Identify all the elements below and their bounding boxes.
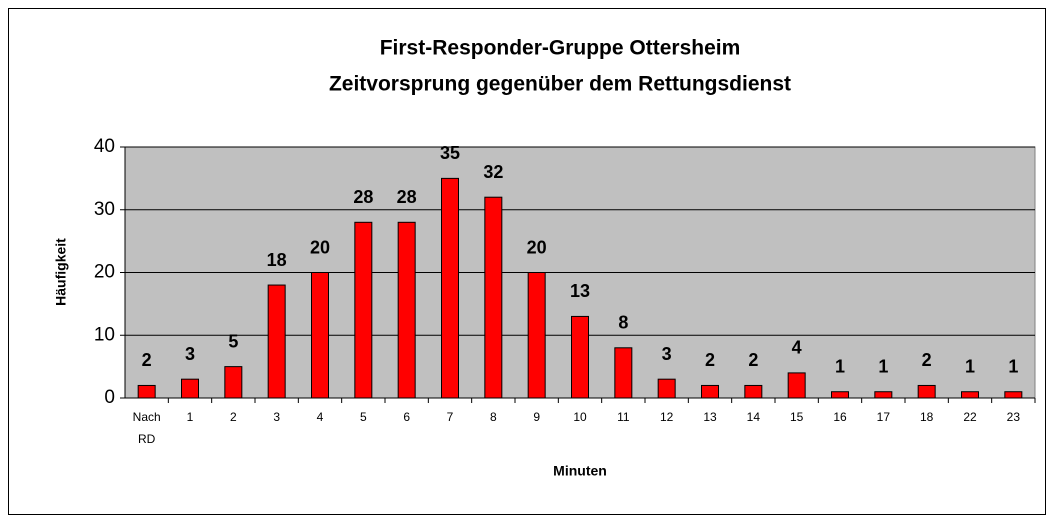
data-label: 28 <box>397 187 417 207</box>
data-label: 20 <box>310 237 330 257</box>
data-label: 28 <box>353 187 373 207</box>
bar <box>657 378 676 399</box>
bar <box>224 366 243 399</box>
x-tick-label: 1 <box>187 410 194 424</box>
x-tick-label: 2 <box>230 410 237 424</box>
bar <box>961 391 979 399</box>
data-label: 1 <box>835 356 845 376</box>
bar <box>397 221 416 399</box>
bar <box>137 384 156 399</box>
bar <box>484 196 503 399</box>
bar <box>311 272 329 399</box>
x-tick-label: 11 <box>617 410 630 424</box>
y-tick-label: 20 <box>94 262 115 283</box>
y-tick-label: 40 <box>94 136 115 157</box>
bar <box>787 372 806 399</box>
y-tick-label: 30 <box>94 199 115 220</box>
x-tick-label: 17 <box>877 410 891 424</box>
data-label: 2 <box>922 350 932 370</box>
x-tick-label: 12 <box>660 410 674 424</box>
data-label: 2 <box>705 350 715 370</box>
bar <box>181 378 199 399</box>
bar <box>571 315 589 399</box>
x-tick-label: 4 <box>317 410 324 424</box>
data-label: 1 <box>965 356 975 376</box>
data-label: 13 <box>570 281 590 301</box>
x-tick-label: 13 <box>703 410 717 424</box>
y-axis-label: Häufigkeit <box>53 238 69 306</box>
x-tick-label: 18 <box>920 410 934 424</box>
bar <box>527 272 546 399</box>
bar <box>441 177 459 399</box>
bar <box>614 347 633 399</box>
chart-title: First-Responder-Gruppe Ottersheim <box>380 37 741 60</box>
bar <box>831 391 849 399</box>
x-tick-label: 5 <box>360 410 367 424</box>
x-tick-label: 23 <box>1007 410 1021 424</box>
data-label: 2 <box>142 350 152 370</box>
x-tick-label: 16 <box>833 410 847 424</box>
bar <box>354 221 373 399</box>
data-label: 1 <box>878 356 888 376</box>
x-tick-label: 22 <box>963 410 977 424</box>
data-label: 3 <box>662 344 672 364</box>
x-tick-label: 9 <box>533 410 540 424</box>
x-tick-label: 10 <box>573 410 587 424</box>
data-label: 18 <box>267 250 287 270</box>
data-label: 5 <box>228 331 238 351</box>
bar <box>744 384 763 399</box>
data-label: 20 <box>527 237 547 257</box>
bar <box>917 384 936 399</box>
data-label: 32 <box>483 162 503 182</box>
bar <box>874 391 893 399</box>
x-tick-label: 8 <box>490 410 497 424</box>
data-label: 3 <box>185 344 195 364</box>
y-tick-label: 0 <box>104 387 115 408</box>
data-label: 35 <box>440 143 460 163</box>
x-tick-label: 15 <box>790 410 804 424</box>
data-label: 4 <box>792 338 802 358</box>
data-label: 1 <box>1008 356 1018 376</box>
x-tick-label: 3 <box>273 410 280 424</box>
data-label: 8 <box>618 313 628 333</box>
x-tick-label: Nach RD <box>133 410 161 446</box>
y-tick-label: 10 <box>94 324 115 345</box>
bar <box>267 284 286 399</box>
x-tick-label: 14 <box>747 410 761 424</box>
x-tick-label: 7 <box>447 410 454 424</box>
bar <box>1004 391 1023 399</box>
data-label: 2 <box>748 350 758 370</box>
x-axis-label: Minuten <box>553 463 607 479</box>
chart-title: Zeitvorsprung gegenüber dem Rettungsdien… <box>329 73 791 96</box>
x-tick-label: 6 <box>403 410 410 424</box>
bar <box>701 384 719 399</box>
